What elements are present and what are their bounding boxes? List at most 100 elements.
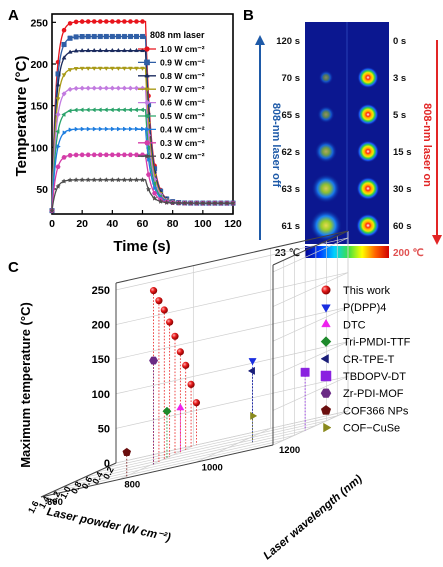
laser-on-spot <box>356 213 380 238</box>
laser-off-time: 65 s <box>282 110 301 121</box>
x-tick-label: 40 <box>106 218 118 230</box>
y-tick-label: 150 <box>30 101 48 113</box>
series-marker <box>200 200 206 206</box>
legend-marker <box>320 370 332 382</box>
point-4 <box>162 406 172 416</box>
series-marker <box>121 107 126 113</box>
series-marker <box>79 34 85 40</box>
series-marker <box>91 47 97 53</box>
series-marker <box>55 97 61 102</box>
legend-marker <box>323 422 332 433</box>
y-tick-label: 100 <box>30 142 48 154</box>
series-marker <box>115 85 122 91</box>
laser-off-time: 63 s <box>282 184 301 195</box>
series-marker <box>151 190 158 196</box>
series-marker <box>103 176 110 183</box>
x-axis-title: Time (s) <box>113 238 170 255</box>
series-marker <box>79 19 85 24</box>
grid-line <box>115 410 349 464</box>
legend-marker <box>143 152 151 159</box>
series-marker <box>67 49 73 54</box>
legend-marker <box>321 285 331 295</box>
series-marker <box>123 126 128 132</box>
point-this-work <box>187 380 195 389</box>
color-scale-min: 23 ℃ <box>275 248 300 259</box>
legend-entry: TBDOPV-DT <box>343 371 406 383</box>
series-marker <box>85 47 91 53</box>
series-marker <box>79 107 84 113</box>
point-3 <box>176 403 185 411</box>
laser-off-spot <box>310 209 342 242</box>
series-marker <box>109 33 115 40</box>
box-edge <box>40 462 117 498</box>
x-tick-label: 100 <box>194 218 212 230</box>
x-tick-label: 0 <box>49 218 55 230</box>
series-marker <box>109 107 114 113</box>
series-marker <box>73 107 78 113</box>
series-marker <box>61 27 67 33</box>
point-5 <box>247 366 255 375</box>
series-marker <box>61 73 67 78</box>
legend-marker <box>145 126 151 133</box>
series-marker <box>91 176 98 183</box>
series-marker <box>49 207 55 214</box>
x-tick-label: 120 <box>224 218 242 230</box>
series-marker <box>187 200 194 206</box>
series-marker <box>212 200 218 206</box>
plot-frame <box>51 13 234 215</box>
laser-off-time: 62 s <box>282 147 301 158</box>
laser-on-time: 15 s <box>393 147 412 158</box>
series-marker <box>140 47 145 53</box>
series-marker <box>175 200 182 206</box>
series-marker <box>115 66 121 71</box>
legend-marker <box>144 99 150 106</box>
z-tick-label: 200 <box>92 320 110 332</box>
grid-line <box>115 272 349 325</box>
series-marker <box>206 200 212 206</box>
laser-on-time: 3 s <box>393 73 406 84</box>
series-marker <box>85 19 91 24</box>
legend-entry: 0.3 W cm⁻² <box>160 138 205 148</box>
legend-marker <box>321 304 331 313</box>
series-marker <box>104 19 109 24</box>
series-line <box>51 128 233 211</box>
series-marker <box>115 107 120 113</box>
point-2 <box>248 358 257 366</box>
series-5 <box>49 85 236 214</box>
series-lines <box>49 19 236 214</box>
legend-entry: 0.7 W cm⁻² <box>160 84 205 94</box>
legend-marker <box>143 113 149 119</box>
series-2 <box>49 33 236 214</box>
panel-c-3d-scatter: C 0501001502002500.20.40.60.81.01.21.41.… <box>8 230 411 562</box>
series-marker <box>139 107 144 113</box>
series-marker <box>121 85 128 91</box>
y-axis-title: Temperature (°C) <box>13 56 30 177</box>
series-marker <box>103 152 109 158</box>
grid-line <box>272 272 349 307</box>
series-marker <box>56 144 61 149</box>
series-marker <box>103 47 109 53</box>
color-scale-bar <box>305 246 389 258</box>
legend-marker <box>144 87 150 93</box>
series-marker <box>153 185 158 191</box>
series-marker <box>163 199 170 205</box>
box-edge <box>115 230 349 284</box>
series-marker <box>67 86 73 93</box>
panel-b-thermal-images: B 120 s 70 s 65 s 62 s 63 s 61 s 0 s 3 s 5 s 15 … <box>243 7 442 259</box>
laser-on-times: 0 s 3 s 5 s 15 s 30 s 60 s <box>393 36 412 232</box>
series-marker <box>61 41 67 48</box>
series-marker <box>61 112 66 117</box>
series-marker <box>115 33 121 40</box>
series-marker <box>115 152 121 158</box>
box-edge <box>40 444 274 498</box>
z-tick-label: 250 <box>92 285 110 297</box>
series-marker <box>109 47 115 53</box>
grid-line <box>115 376 349 429</box>
grid-line <box>51 439 284 493</box>
series-marker <box>103 66 109 71</box>
point-this-work <box>155 297 163 305</box>
series-marker <box>109 152 115 158</box>
series-marker <box>85 176 92 183</box>
series-marker <box>85 33 91 40</box>
